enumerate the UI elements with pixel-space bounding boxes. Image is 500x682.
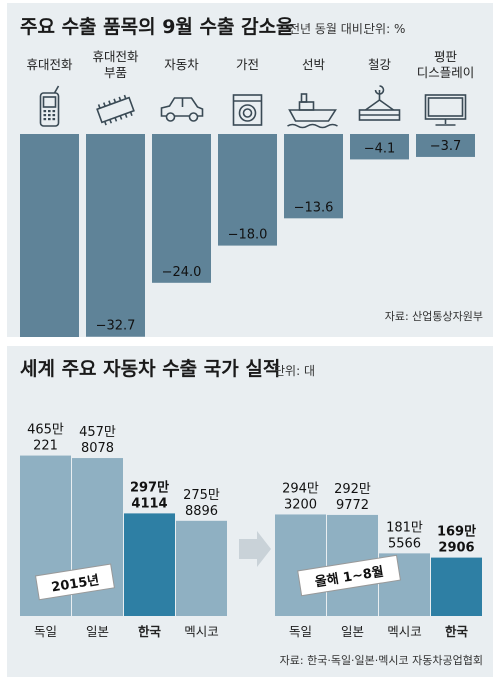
bar-value-label: 5566 bbox=[388, 536, 421, 551]
car-icon bbox=[160, 97, 204, 122]
unit-label: 단위: 대 bbox=[274, 364, 315, 378]
category-label: 독일 bbox=[289, 624, 312, 639]
bar bbox=[176, 520, 227, 616]
category-label: 멕시코 bbox=[184, 624, 219, 639]
ship-icon bbox=[287, 93, 338, 129]
bar-group: −4.1 철강 bbox=[350, 57, 409, 160]
category-label: 평판 bbox=[434, 49, 458, 64]
bar-group: −18.0 가전 bbox=[218, 57, 277, 246]
category-label: 휴대전화 bbox=[92, 49, 139, 64]
bar-value-label: 465만 bbox=[27, 423, 64, 438]
category-label: 철강 bbox=[368, 57, 392, 72]
chart-panel-export-decline: 주요 수출 품목의 9월 수출 감소율 전년 동월 대비. 단위: % −44.… bbox=[7, 3, 493, 337]
phone-chip-icon bbox=[96, 94, 135, 126]
arrow-icon bbox=[239, 531, 271, 567]
category-label: 멕시코 bbox=[387, 624, 422, 639]
bar bbox=[350, 134, 409, 160]
steel-crane-icon bbox=[358, 85, 401, 121]
bar-value-label: 181만 bbox=[386, 520, 423, 535]
source-note: 자료: 한국·독일·일본·멕시코 자동차공업협회 bbox=[280, 653, 483, 667]
period-label: 2015년 bbox=[50, 573, 100, 595]
chart-subtitle: 전년 동월 대비. bbox=[289, 22, 367, 36]
bar-value-label: 8078 bbox=[81, 441, 114, 456]
bar bbox=[20, 134, 79, 337]
category-label: 한국 bbox=[138, 624, 162, 639]
category-label: 독일 bbox=[34, 624, 57, 639]
category-label: 선박 bbox=[302, 57, 326, 72]
bar-value-label: 221 bbox=[33, 439, 58, 454]
bar-value-label: 292만 bbox=[334, 482, 371, 497]
category-label: 가전 bbox=[236, 57, 259, 72]
source-note: 자료: 산업통상자원부 bbox=[385, 310, 483, 323]
bar-value-label: 3200 bbox=[284, 497, 317, 512]
category-label: 부품 bbox=[104, 65, 127, 80]
bar-value-label: 2906 bbox=[438, 541, 474, 556]
flat-display-icon bbox=[424, 94, 467, 126]
bar-value-label: −24.0 bbox=[162, 265, 202, 280]
bar-value-label: 297만 bbox=[130, 479, 169, 495]
unit-label: 단위: % bbox=[364, 22, 405, 36]
category-label: 일본 bbox=[341, 624, 364, 639]
category-label: 일본 bbox=[86, 624, 109, 639]
category-label: 한국 bbox=[445, 624, 469, 639]
bar bbox=[86, 134, 145, 337]
chart-title: 세계 주요 자동차 수출 국가 실적 bbox=[20, 358, 280, 380]
bar-value-label: −18.0 bbox=[228, 228, 268, 243]
bar-value-label: −13.6 bbox=[294, 200, 334, 215]
bar-group: −13.6 선박 bbox=[284, 57, 343, 219]
chart-panel-car-exports: 세계 주요 자동차 수출 국가 실적 단위: 대 465만 221 독일 457만 80… bbox=[7, 346, 493, 677]
bar-group: −24.0 자동차 bbox=[152, 57, 211, 283]
bar-value-label: 294만 bbox=[282, 481, 319, 496]
bar-value-label: 9772 bbox=[336, 498, 369, 513]
category-label: 휴대전화 bbox=[26, 57, 73, 72]
bar bbox=[416, 134, 475, 157]
bar-value-label: 169만 bbox=[437, 524, 476, 540]
bar-value-label: −3.7 bbox=[430, 139, 462, 154]
bar bbox=[124, 513, 175, 616]
bar-value-label: −32.7 bbox=[96, 319, 136, 334]
bar-value-label: 8896 bbox=[185, 504, 218, 519]
bar-value-label: −4.1 bbox=[364, 141, 396, 156]
bar bbox=[431, 557, 482, 616]
bar-value-label: 457만 bbox=[79, 425, 116, 440]
category-label: 디스플레이 bbox=[417, 65, 475, 80]
bar bbox=[218, 134, 277, 246]
mobile-phone-icon bbox=[39, 85, 60, 127]
bar-group: −44.8휴대전화 bbox=[20, 57, 79, 337]
bar bbox=[152, 134, 211, 283]
export-decline-chart: 주요 수출 품목의 9월 수출 감소율 전년 동월 대비. 단위: % −44.… bbox=[20, 16, 483, 337]
bar bbox=[275, 514, 326, 616]
bar bbox=[284, 134, 343, 219]
chart-title: 주요 수출 품목의 9월 수출 감소율 bbox=[20, 16, 294, 38]
category-label: 자동차 bbox=[164, 57, 199, 72]
bar-value-label: 4114 bbox=[131, 496, 167, 511]
period-badge-2015: 2015년 bbox=[35, 563, 115, 601]
washing-machine-icon bbox=[232, 94, 263, 126]
bar-value-label: 275만 bbox=[183, 488, 220, 503]
